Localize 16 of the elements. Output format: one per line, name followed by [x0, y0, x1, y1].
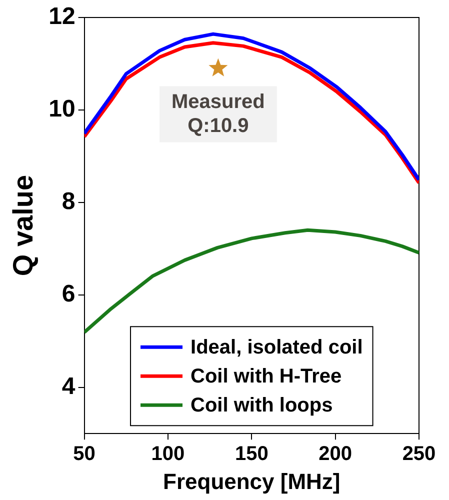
y-tick-label: 8: [62, 188, 76, 216]
y-tick-label: 12: [48, 3, 76, 30]
y-tick-label: 4: [62, 372, 76, 400]
x-tick-label: 50: [73, 443, 96, 466]
x-tick-label: 100: [151, 443, 185, 466]
x-axis-title: Frequency [MHz]: [163, 468, 340, 494]
y-axis-title: Q value: [8, 174, 39, 276]
y-tick-label: 6: [62, 280, 76, 308]
legend-label: Coil with loops: [190, 394, 333, 417]
annotation: Measured Q:10.9: [171, 90, 265, 137]
x-tick-label: 200: [318, 443, 352, 466]
legend-label: Ideal, isolated coil: [190, 336, 363, 359]
x-tick-label: 250: [402, 443, 436, 466]
y-tick-label: 10: [48, 96, 76, 123]
legend-label: Coil with H-Tree: [190, 366, 342, 388]
x-tick-label: 150: [234, 443, 268, 466]
